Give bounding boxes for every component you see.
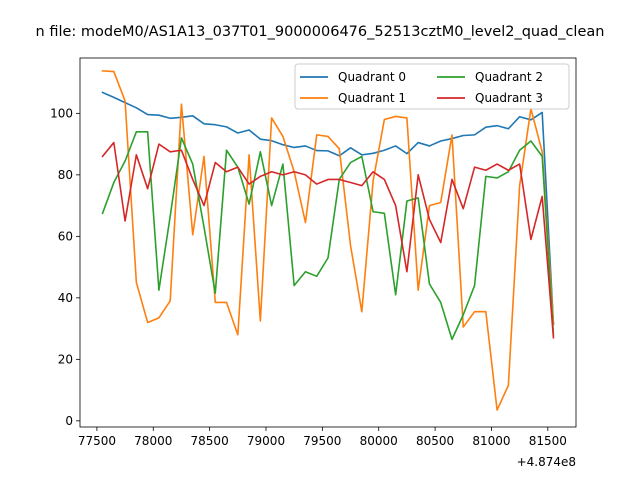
legend-box bbox=[294, 63, 570, 110]
y-tick-label: 60 bbox=[58, 229, 73, 243]
legend-label-quadrant-0: Quadrant 0 bbox=[338, 70, 406, 84]
plot-area bbox=[80, 58, 576, 427]
series-layer bbox=[101, 70, 555, 411]
series-line-quadrant-2 bbox=[101, 131, 555, 341]
y-tick-label: 80 bbox=[58, 168, 73, 182]
x-tick-label: 78000 bbox=[134, 434, 172, 448]
x-tick-label: 77500 bbox=[78, 434, 116, 448]
chart-title: n file: modeM0/AS1A13_037T01_9000006476_… bbox=[36, 24, 605, 40]
legend-label-quadrant-3: Quadrant 3 bbox=[475, 91, 543, 105]
legend-label-quadrant-2: Quadrant 2 bbox=[475, 70, 543, 84]
y-tick-label: 0 bbox=[65, 414, 73, 428]
y-tick-label: 100 bbox=[50, 106, 73, 120]
x-offset-label: +4.874e8 bbox=[517, 455, 576, 469]
x-tick-label: 79000 bbox=[247, 434, 285, 448]
x-tick-label: 81500 bbox=[529, 434, 567, 448]
series-line-quadrant-1 bbox=[101, 70, 555, 411]
y-tick-label: 40 bbox=[58, 291, 73, 305]
legend-label-quadrant-1: Quadrant 1 bbox=[338, 91, 406, 105]
legend: Quadrant 0 Quadrant 1 Quadrant 2 Quadrant 3 bbox=[294, 63, 570, 110]
plot-frame bbox=[79, 57, 577, 428]
x-axis: 77500 78000 78500 79000 79500 80000 80500 81000… bbox=[78, 427, 567, 448]
series-line-quadrant-0 bbox=[101, 91, 555, 325]
series-line-quadrant-3 bbox=[101, 141, 555, 339]
x-tick-label: 81000 bbox=[472, 434, 510, 448]
y-tick-label: 20 bbox=[58, 352, 73, 366]
y-axis: 0 20 40 60 80 100 bbox=[50, 106, 80, 428]
x-tick-label: 80000 bbox=[360, 434, 398, 448]
x-tick-label: 79500 bbox=[303, 434, 341, 448]
x-tick-label: 80500 bbox=[416, 434, 454, 448]
x-tick-label: 78500 bbox=[191, 434, 229, 448]
